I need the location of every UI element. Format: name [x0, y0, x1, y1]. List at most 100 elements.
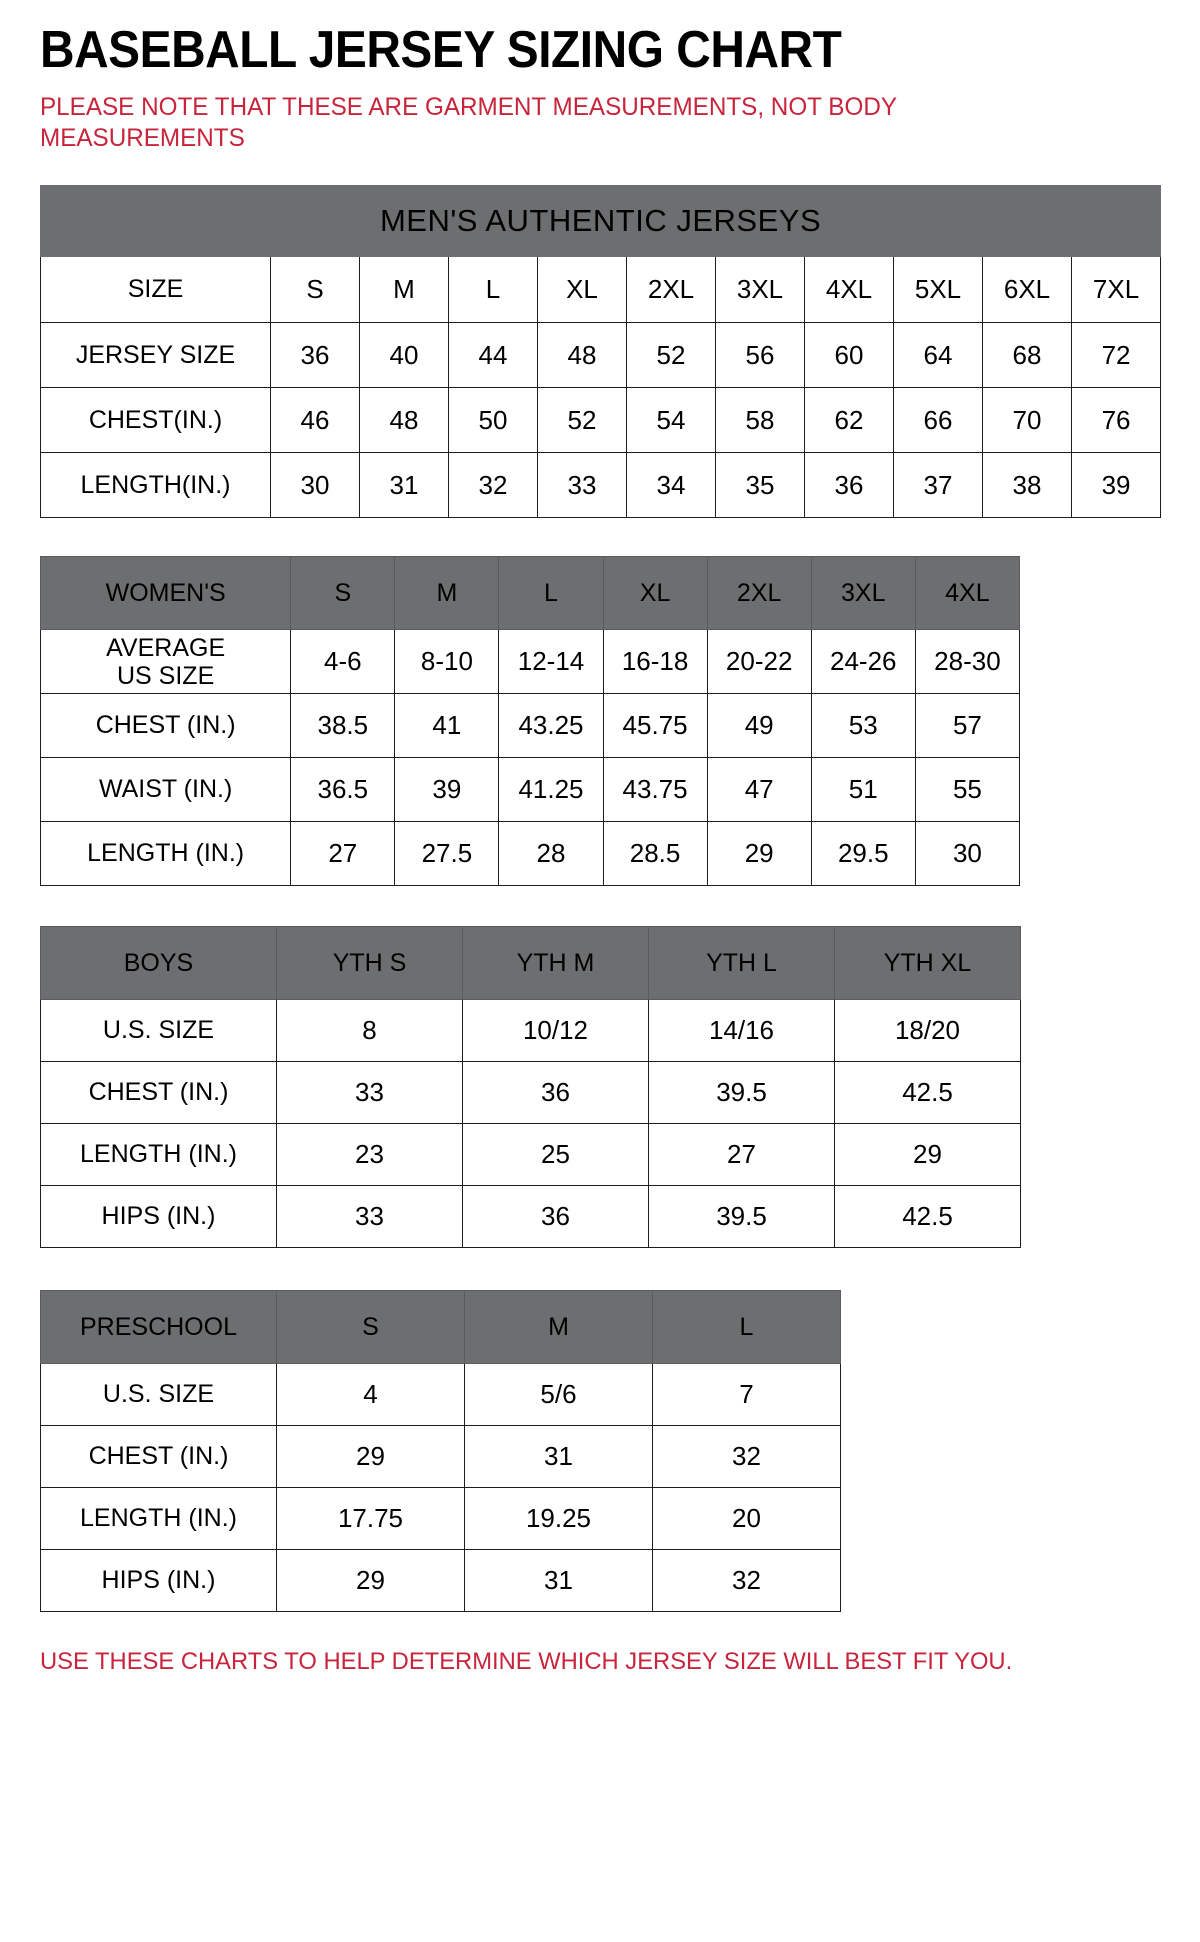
table-cell: 72	[1070, 322, 1162, 388]
column-header-m: M	[394, 556, 500, 630]
table-header-row: BOYS YTH S YTH M YTH L YTH XL	[40, 926, 1021, 1000]
table-cell: 62	[804, 387, 894, 453]
table-cell: 47	[706, 757, 812, 822]
column-header-3xl: 3XL	[810, 556, 916, 630]
row-label: LENGTH (IN.)	[39, 821, 292, 886]
table-cell: 53	[810, 693, 916, 758]
table-cell: 36	[462, 1061, 649, 1124]
column-header-2xl: 2XL	[706, 556, 812, 630]
table-cell: 24-26	[810, 629, 916, 694]
table-cell: 39	[1070, 452, 1162, 518]
table-cell: 20-22	[706, 629, 812, 694]
row-label: LENGTH(IN.)	[40, 452, 271, 518]
table-cell: 33	[276, 1061, 463, 1124]
table-row: LENGTH (IN.) 27 27.5 28 28.5 29 29.5 30	[39, 821, 1021, 886]
table-cell: 33	[537, 452, 627, 518]
mens-table-body: MEN'S AUTHENTIC JERSEYS SIZE S M L XL 2XL 3XL 4X…	[39, 185, 1162, 518]
table-cell: 32	[448, 452, 538, 518]
table-row: AVERAGE US SIZE 4-6 8-10 12-14 16-18 20-22 24-2…	[39, 629, 1021, 694]
table-cell: 38	[982, 452, 1072, 518]
table-cell: 18/20	[834, 999, 1021, 1062]
table-cell: 14/16	[648, 999, 835, 1062]
table-cell: 39	[394, 757, 500, 822]
column-header-l: L	[448, 256, 538, 323]
table-cell: 31	[359, 452, 449, 518]
page-title: BASEBALL JERSEY SIZING CHART	[40, 21, 842, 79]
table-cell: 76	[1070, 387, 1162, 453]
table-cell: 56	[715, 322, 805, 388]
table-cell: 5/6	[464, 1363, 653, 1426]
table-header-row: PRESCHOOL S M L	[40, 1290, 841, 1364]
table-corner-label: BOYS	[40, 926, 277, 1000]
womens-jerseys-table: WOMEN'S S M L XL 2XL 3XL 4XL AVERAGE US SIZE 4-6 8-…	[39, 556, 1021, 886]
column-header-4xl: 4XL	[804, 256, 894, 323]
table-row: CHEST (IN.) 33 36 39.5 42.5	[40, 1061, 1021, 1124]
column-header-yth-xl: YTH XL	[834, 926, 1021, 1000]
column-header-yth-s: YTH S	[276, 926, 463, 1000]
table-cell: 8	[276, 999, 463, 1062]
table-cell: 34	[626, 452, 716, 518]
row-label: LENGTH (IN.)	[40, 1123, 277, 1186]
table-cell: 58	[715, 387, 805, 453]
column-header-3xl: 3XL	[715, 256, 805, 323]
column-header-l: L	[652, 1290, 841, 1364]
table-row: CHEST (IN.) 38.5 41 43.25 45.75 49 53 57	[39, 693, 1021, 758]
column-header-yth-l: YTH L	[648, 926, 835, 1000]
table-row: HIPS (IN.) 29 31 32	[40, 1549, 841, 1612]
table-cell: 39.5	[648, 1185, 835, 1248]
table-cell: 36	[804, 452, 894, 518]
table-cell: 28	[498, 821, 604, 886]
column-header-s: S	[270, 256, 360, 323]
table-cell: 28.5	[602, 821, 708, 886]
table-band-row: MEN'S AUTHENTIC JERSEYS	[39, 185, 1162, 257]
column-header-6xl: 6XL	[982, 256, 1072, 323]
column-header-7xl: 7XL	[1070, 256, 1162, 323]
column-header-yth-m: YTH M	[462, 926, 649, 1000]
table-cell: 48	[359, 387, 449, 453]
table-cell: 43.25	[498, 693, 604, 758]
table-cell: 60	[804, 322, 894, 388]
column-header-5xl: 5XL	[893, 256, 983, 323]
table-cell: 50	[448, 387, 538, 453]
table-cell: 43.75	[602, 757, 708, 822]
table-row: JERSEY SIZE 36 40 44 48 52 56 60 64 68 72	[40, 322, 1162, 388]
column-header-l: L	[498, 556, 604, 630]
table-corner-label: WOMEN'S	[39, 556, 292, 630]
row-label: HIPS (IN.)	[40, 1549, 277, 1612]
table-row: HIPS (IN.) 33 36 39.5 42.5	[40, 1185, 1021, 1248]
table-cell: 29	[276, 1425, 465, 1488]
column-header-xl: XL	[602, 556, 708, 630]
table-cell: 4	[276, 1363, 465, 1426]
table-cell: 64	[893, 322, 983, 388]
row-label: LENGTH (IN.)	[40, 1487, 277, 1550]
table-band-title: MEN'S AUTHENTIC JERSEYS	[39, 185, 1162, 257]
table-cell: 33	[276, 1185, 463, 1248]
table-cell: 31	[464, 1549, 653, 1612]
column-header-s: S	[290, 556, 396, 630]
table-cell: 44	[448, 322, 538, 388]
table-cell: 45.75	[602, 693, 708, 758]
table-cell: 20	[652, 1487, 841, 1550]
column-header-m: M	[464, 1290, 653, 1364]
table-cell: 32	[652, 1549, 841, 1612]
table-cell: 49	[706, 693, 812, 758]
table-cell: 32	[652, 1425, 841, 1488]
table-cell: 57	[914, 693, 1021, 758]
table-cell: 35	[715, 452, 805, 518]
table-header-row: SIZE S M L XL 2XL 3XL 4XL 5XL 6XL 7XL	[40, 256, 1162, 323]
table-cell: 68	[982, 322, 1072, 388]
row-label: CHEST (IN.)	[40, 1061, 277, 1124]
table-cell: 39.5	[648, 1061, 835, 1124]
table-cell: 23	[276, 1123, 463, 1186]
table-cell: 41.25	[498, 757, 604, 822]
table-cell: 36	[462, 1185, 649, 1248]
table-cell: 48	[537, 322, 627, 388]
table-row: LENGTH (IN.) 17.75 19.25 20	[40, 1487, 841, 1550]
table-cell: 42.5	[834, 1185, 1021, 1248]
table-cell: 30	[270, 452, 360, 518]
table-cell: 30	[914, 821, 1021, 886]
table-cell: 7	[652, 1363, 841, 1426]
table-row: WAIST (IN.) 36.5 39 41.25 43.75 47 51 55	[39, 757, 1021, 822]
footer-note: USE THESE CHARTS TO HELP DETERMINE WHICH…	[40, 1648, 1013, 1675]
table-cell: 36	[270, 322, 360, 388]
